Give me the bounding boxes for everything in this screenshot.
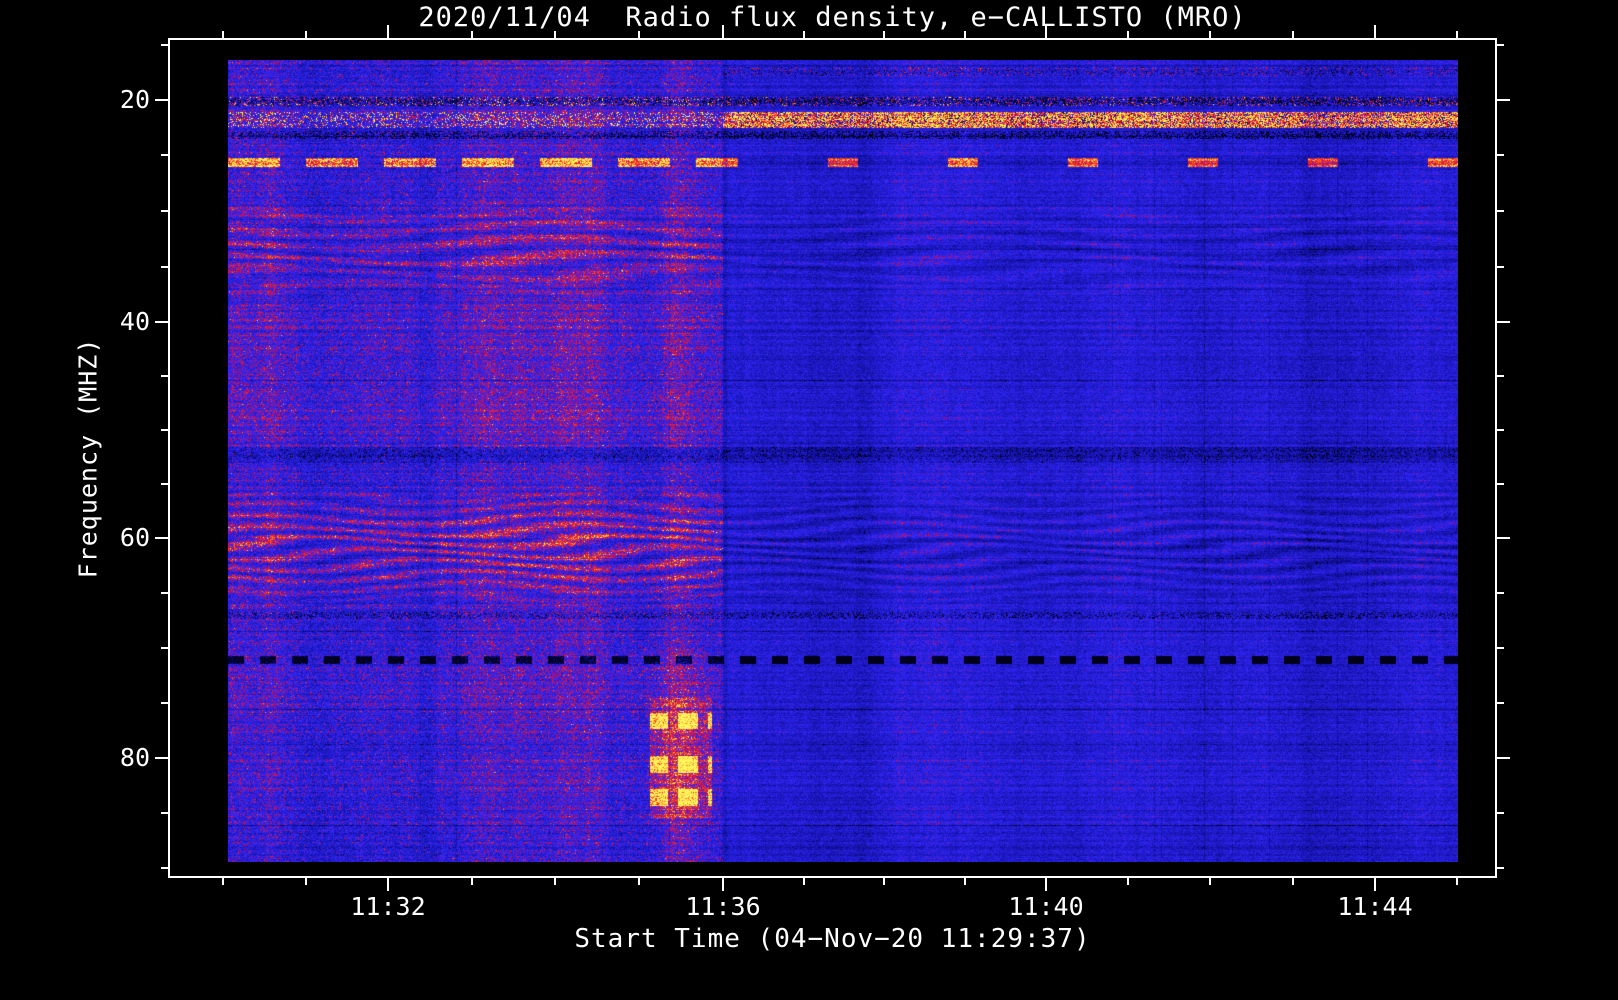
y-minor-tick — [161, 429, 168, 431]
y-minor-tick — [161, 44, 168, 46]
y-tick-label: 20 — [119, 85, 150, 114]
y-major-tick — [155, 321, 168, 323]
y-minor-tick — [161, 647, 168, 649]
y-major-tick — [155, 99, 168, 101]
x-tick-label: 11:40 — [1008, 892, 1084, 921]
y-minor-tick — [1497, 429, 1504, 431]
x-minor-tick — [222, 878, 224, 885]
x-minor-tick — [883, 31, 885, 38]
y-minor-tick — [1497, 154, 1504, 156]
x-minor-tick — [222, 31, 224, 38]
x-major-tick — [722, 25, 724, 38]
y-major-tick — [155, 537, 168, 539]
x-minor-tick — [803, 31, 805, 38]
y-minor-tick — [1497, 375, 1504, 377]
x-minor-tick — [1292, 31, 1294, 38]
x-minor-tick — [638, 878, 640, 885]
x-minor-tick — [1292, 878, 1294, 885]
y-minor-tick — [161, 812, 168, 814]
y-minor-tick — [1497, 647, 1504, 649]
x-major-tick — [722, 878, 724, 891]
x-minor-tick — [1456, 31, 1458, 38]
chart-title: 2020/11/04 Radio flux density, e−CALLIST… — [418, 2, 1247, 33]
x-major-tick — [1374, 878, 1376, 891]
plot-frame: Start Time (04−Nov−20 11:29:37) 11:32 11:… — [120, 25, 1510, 954]
y-minor-tick — [1497, 812, 1504, 814]
x-minor-tick — [803, 878, 805, 885]
y-major-tick — [1497, 537, 1510, 539]
x-major-tick — [1045, 25, 1047, 38]
x-minor-tick — [471, 31, 473, 38]
y-minor-tick — [161, 702, 168, 704]
y-minor-tick — [1497, 210, 1504, 212]
x-axis-label: Start Time (04−Nov−20 11:29:37) — [574, 924, 1091, 954]
x-minor-tick — [305, 31, 307, 38]
y-major-tick — [155, 757, 168, 759]
x-minor-tick — [883, 878, 885, 885]
y-tick-label: 60 — [119, 523, 150, 552]
x-minor-tick — [1209, 878, 1211, 885]
y-minor-tick — [1497, 44, 1504, 46]
x-minor-tick — [554, 31, 556, 38]
x-minor-tick — [638, 31, 640, 38]
y-minor-tick — [1497, 483, 1504, 485]
x-major-tick — [1374, 25, 1376, 38]
y-tick-label: 40 — [119, 307, 150, 336]
x-minor-tick — [1127, 31, 1129, 38]
x-tick-label: 11:36 — [685, 892, 761, 921]
y-minor-tick — [161, 210, 168, 212]
y-minor-tick — [161, 154, 168, 156]
x-major-tick — [387, 878, 389, 891]
y-minor-tick — [1497, 867, 1504, 869]
y-minor-tick — [161, 592, 168, 594]
y-minor-tick — [161, 867, 168, 869]
y-major-tick — [1497, 99, 1510, 101]
y-tick-label: 80 — [119, 743, 150, 772]
y-minor-tick — [1497, 702, 1504, 704]
y-minor-tick — [161, 483, 168, 485]
y-minor-tick — [1497, 592, 1504, 594]
y-minor-tick — [161, 266, 168, 268]
x-major-tick — [387, 25, 389, 38]
x-major-tick — [1045, 878, 1047, 891]
x-tick-label: 11:32 — [350, 892, 426, 921]
spectrogram-canvas — [228, 60, 1458, 862]
y-minor-tick — [161, 375, 168, 377]
x-minor-tick — [554, 878, 556, 885]
y-major-tick — [1497, 757, 1510, 759]
x-minor-tick — [964, 878, 966, 885]
x-minor-tick — [1456, 878, 1458, 885]
x-minor-tick — [305, 878, 307, 885]
x-minor-tick — [964, 31, 966, 38]
x-minor-tick — [471, 878, 473, 885]
y-major-tick — [1497, 321, 1510, 323]
y-minor-tick — [1497, 266, 1504, 268]
x-minor-tick — [1127, 878, 1129, 885]
x-tick-label: 11:44 — [1337, 892, 1413, 921]
x-minor-tick — [1209, 31, 1211, 38]
